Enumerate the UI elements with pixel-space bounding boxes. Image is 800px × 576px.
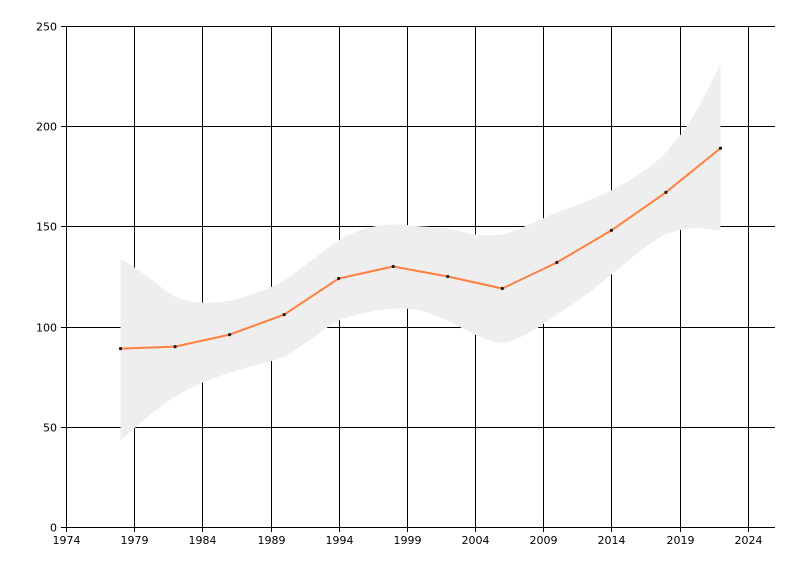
data-point (555, 260, 559, 265)
x-tick-label: 2004 (462, 534, 490, 547)
confidence-band (120, 64, 721, 441)
series-layer (118, 146, 723, 351)
confidence-band-layer (120, 64, 721, 441)
data-point (228, 333, 232, 337)
data-point (446, 274, 450, 279)
x-tick-label: 1979 (121, 534, 149, 547)
data-point (664, 190, 668, 194)
x-tick-label: 2014 (598, 534, 626, 547)
data-point (282, 312, 286, 317)
data-point (118, 347, 123, 351)
x-axis-ticks: 1974 1979 1984 1989 1994 1999 2004 2009 2014 2019… (53, 527, 763, 547)
x-tick-label: 2019 (667, 534, 695, 547)
data-point (609, 228, 613, 233)
y-tick-label: 250 (36, 21, 57, 34)
data-point (337, 276, 341, 281)
data-point (391, 264, 395, 269)
data-point (500, 286, 504, 291)
y-axis-ticks: 0 50 100 150 200 250 (36, 21, 66, 535)
y-tick-label: 150 (36, 221, 57, 234)
data-point (718, 146, 723, 150)
y-tick-label: 200 (36, 121, 57, 134)
y-tick-label: 50 (43, 422, 57, 435)
data-point (173, 345, 177, 349)
x-tick-label: 1999 (394, 534, 422, 547)
y-tick-label: 0 (50, 522, 57, 535)
x-tick-label: 1989 (258, 534, 286, 547)
x-tick-label: 2024 (735, 534, 763, 547)
x-tick-label: 2009 (530, 534, 558, 547)
x-tick-label: 1974 (53, 534, 81, 547)
series-line (120, 147, 722, 350)
y-tick-label: 100 (36, 322, 57, 335)
x-tick-label: 1984 (189, 534, 217, 547)
x-tick-label: 1994 (326, 534, 354, 547)
axes (66, 26, 775, 528)
